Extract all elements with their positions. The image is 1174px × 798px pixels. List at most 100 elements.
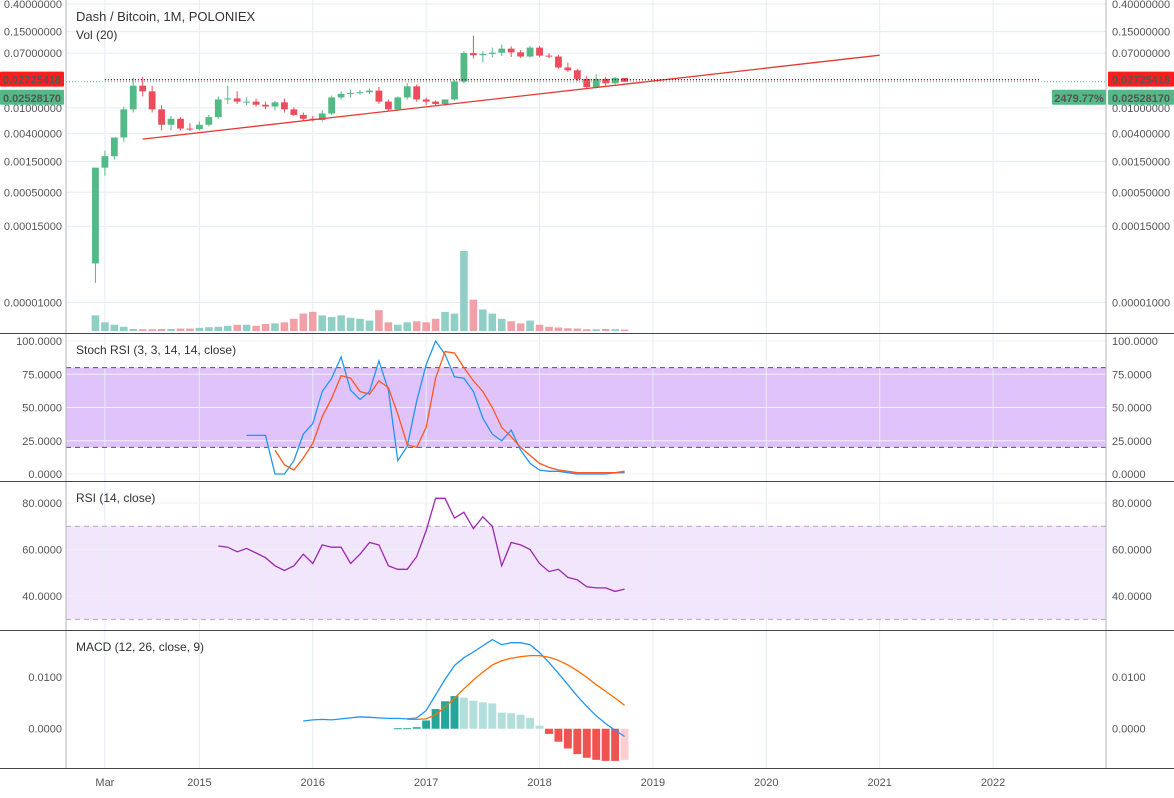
volume-bar <box>129 328 138 331</box>
volume-bar <box>252 325 260 331</box>
stoch-right-tick: 50.0000 <box>1112 403 1152 415</box>
candle-body <box>290 109 298 115</box>
stoch-right-tick: 25.0000 <box>1112 436 1152 448</box>
volume-bar <box>176 328 185 331</box>
rsi-right-tick: 40.0000 <box>1112 591 1152 603</box>
candle-body <box>602 78 610 84</box>
macd-histogram-bar <box>620 728 629 760</box>
candle-body <box>517 52 525 57</box>
volume-bar <box>299 313 308 331</box>
candle-body <box>413 86 421 100</box>
rsi-left-tick: 40.0000 <box>22 591 62 603</box>
price-tag-left-green: 0.02528170 <box>3 93 61 105</box>
volume-bar <box>148 329 156 331</box>
volume-bar <box>554 327 563 331</box>
candle-body <box>384 101 392 110</box>
macd-histogram-bar <box>469 700 478 729</box>
price-tag-left-red-bg <box>0 71 64 87</box>
stoch-left-tick: 0.0000 <box>28 469 62 481</box>
macd-histogram-bar <box>554 728 563 742</box>
signal-line <box>407 654 625 721</box>
candle-body <box>536 47 543 56</box>
candle-body <box>366 90 373 93</box>
right-price-tick: 0.40000000 <box>1112 0 1170 11</box>
time-tick: 2018 <box>527 777 551 789</box>
candle-body <box>148 91 156 110</box>
left-price-tick: 0.01000000 <box>4 103 62 115</box>
candle-body <box>214 99 222 118</box>
volume-bar <box>205 327 213 331</box>
price-tag-right-red-bg <box>1108 71 1174 87</box>
percent-change-tag: 2479.77% <box>1054 93 1104 105</box>
macd-histogram-bar <box>601 728 610 761</box>
volume-bar <box>564 328 572 331</box>
volume-bar <box>346 317 355 331</box>
right-price-tick: 0.00015000 <box>1112 221 1170 233</box>
macd-histogram-bar <box>441 701 450 729</box>
macd-histogram-bar <box>422 720 431 729</box>
macd-right-tick: 0.0000 <box>1112 724 1146 736</box>
candle-body <box>592 78 600 88</box>
volume-bar <box>460 251 468 331</box>
candle-body <box>224 98 232 100</box>
candle-body <box>177 118 184 129</box>
stoch-left-tick: 25.0000 <box>22 436 62 448</box>
macd-histogram-bar <box>563 728 572 749</box>
candle-body <box>583 78 591 88</box>
stoch-left-tick: 75.0000 <box>22 369 62 381</box>
time-tick: 2022 <box>981 777 1005 789</box>
volume-bar <box>186 328 194 331</box>
volume-bar <box>422 322 430 331</box>
candle-body <box>347 92 354 94</box>
rsi-right-tick: 60.0000 <box>1112 545 1152 557</box>
rsi-left-tick: 80.0000 <box>22 498 62 510</box>
price-tag-left-red: 0.02725418 <box>3 75 61 87</box>
candle-body <box>186 128 194 130</box>
volume-legend: Vol (20) <box>76 28 118 42</box>
macd-histogram-bar <box>459 697 468 729</box>
chart-title: Dash / Bitcoin, 1M, POLONIEX <box>76 9 256 24</box>
volume-bar <box>290 318 298 331</box>
volume-bar <box>450 313 459 331</box>
rsi-left-tick: 60.0000 <box>22 545 62 557</box>
volume-bar <box>497 318 506 331</box>
candle-body <box>441 99 449 104</box>
macd-histogram-bar <box>526 717 535 729</box>
macd-histogram-bar <box>592 728 601 760</box>
candle-body <box>299 114 307 119</box>
left-price-tick: 0.00400000 <box>4 129 62 141</box>
volume-bar <box>261 324 270 331</box>
volume-bar <box>120 326 128 331</box>
time-tick: 2015 <box>187 777 211 789</box>
left-price-tick: 0.00050000 <box>4 187 62 199</box>
stoch-right-tick: 0.0000 <box>1112 469 1146 481</box>
volume-bar <box>384 322 393 331</box>
candle-body <box>271 102 279 107</box>
candle-body <box>158 109 165 125</box>
candle-body <box>394 97 402 110</box>
volume-bar <box>516 323 525 331</box>
volume-bar <box>223 325 232 331</box>
volume-bar <box>573 328 582 331</box>
percent-change-tag-bg <box>1052 89 1106 105</box>
time-tick: Mar <box>95 777 114 789</box>
support-trendline <box>142 54 880 140</box>
candle-body <box>233 98 241 102</box>
volume-bar <box>167 328 175 331</box>
time-tick: 2021 <box>867 777 891 789</box>
volume-bar <box>327 317 336 331</box>
macd-histogram-bar <box>535 725 544 729</box>
time-tick: 2020 <box>754 777 778 789</box>
volume-bar <box>592 329 601 331</box>
volume-bar <box>611 329 619 331</box>
candle-body <box>101 156 109 168</box>
right-price-tick: 0.00050000 <box>1112 187 1170 199</box>
candle-body <box>555 56 562 68</box>
volume-bar <box>479 309 487 331</box>
volume-bar <box>195 327 204 331</box>
stoch-left-tick: 100.0000 <box>16 336 62 348</box>
macd-histogram-bar <box>478 702 487 729</box>
candle-body <box>498 48 506 53</box>
candle-body <box>479 53 487 56</box>
